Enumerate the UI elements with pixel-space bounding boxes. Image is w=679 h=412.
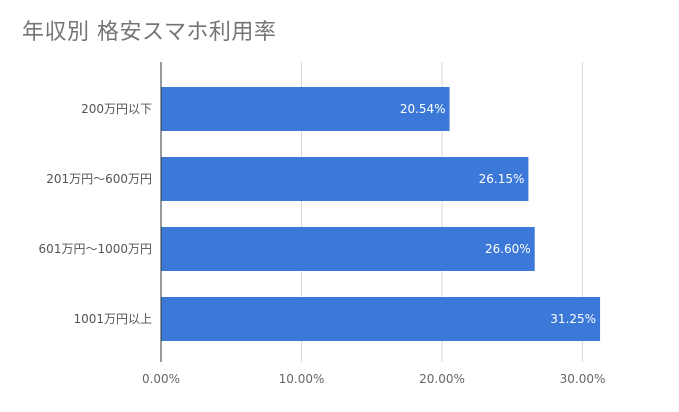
data-label: 26.15% [479,172,525,186]
bar [161,157,529,201]
chart-title: 年収別 格安スマホ利用率 [22,20,277,45]
bars [161,87,601,341]
bar [161,297,601,341]
category-label: 201万円〜600万円 [46,172,152,186]
category-label: 601万円〜1000万円 [39,242,152,256]
x-tick-label: 30.00% [560,372,606,386]
x-tick-label: 0.00% [142,372,180,386]
data-label: 26.60% [485,242,531,256]
x-tick-label: 20.00% [419,372,465,386]
labels: 0.00% 10.00% 20.00% 30.00% 200万円以下 20.54% 201万… [39,62,606,386]
data-label: 20.54% [400,102,446,116]
x-tick-label: 10.00% [279,372,325,386]
category-label: 200万円以下 [81,102,152,116]
category-label: 1001万円以上 [73,312,152,326]
bar [161,87,450,131]
data-label: 31.25% [550,312,596,326]
bar [161,227,535,271]
